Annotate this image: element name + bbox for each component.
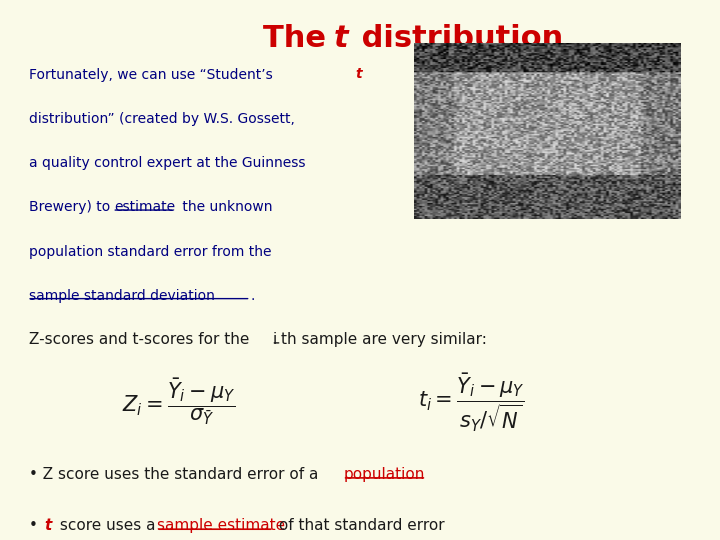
Text: a quality control expert at the Guinness: a quality control expert at the Guinness (29, 156, 305, 170)
Text: of that standard error: of that standard error (274, 518, 445, 534)
Text: Fortunately, we can use “Student’s: Fortunately, we can use “Student’s (29, 68, 277, 82)
Text: i: i (272, 332, 276, 347)
Text: $Z_i = \dfrac{\bar{Y}_i - \mu_Y}{\sigma_{\bar{Y}}}$: $Z_i = \dfrac{\bar{Y}_i - \mu_Y}{\sigma_… (122, 377, 236, 428)
Text: population: population (343, 467, 425, 482)
Text: the unknown: the unknown (178, 200, 272, 214)
Text: Brewery) to: Brewery) to (29, 200, 114, 214)
Text: •: • (29, 518, 42, 534)
Text: t: t (333, 24, 348, 53)
Text: score uses a: score uses a (55, 518, 160, 534)
Text: .: . (251, 289, 255, 303)
Text: t: t (356, 68, 362, 82)
Text: t: t (45, 518, 52, 534)
Text: The: The (263, 24, 336, 53)
Text: distribution: distribution (351, 24, 564, 53)
Text: th sample are very similar:: th sample are very similar: (281, 332, 487, 347)
Text: • Z score uses the standard error of a: • Z score uses the standard error of a (29, 467, 323, 482)
Text: sample estimate: sample estimate (157, 518, 285, 534)
Text: estimate: estimate (114, 200, 175, 214)
Text: Z-scores and t-scores for the: Z-scores and t-scores for the (29, 332, 254, 347)
Text: sample standard deviation: sample standard deviation (29, 289, 215, 303)
Text: distribution” (created by W.S. Gossett,: distribution” (created by W.S. Gossett, (29, 112, 294, 126)
Text: population standard error from the: population standard error from the (29, 245, 271, 259)
Text: $t_i = \dfrac{\bar{Y}_i - \mu_Y}{s_Y / \sqrt{N}}$: $t_i = \dfrac{\bar{Y}_i - \mu_Y}{s_Y / \… (418, 371, 524, 434)
